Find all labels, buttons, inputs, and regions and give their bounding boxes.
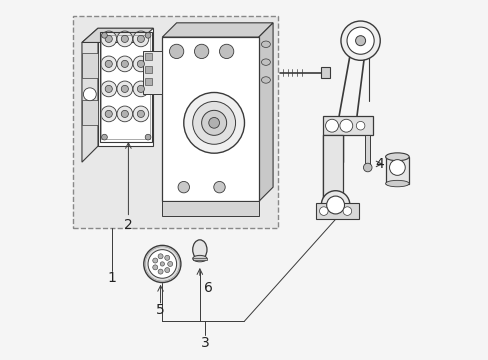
Circle shape bbox=[178, 181, 189, 193]
Circle shape bbox=[117, 31, 132, 47]
Circle shape bbox=[321, 191, 349, 219]
Ellipse shape bbox=[192, 240, 206, 260]
Bar bbox=[162, 37, 258, 202]
Circle shape bbox=[356, 121, 364, 130]
Circle shape bbox=[152, 265, 158, 270]
Circle shape bbox=[325, 119, 338, 132]
Circle shape bbox=[363, 163, 371, 172]
Bar bbox=[101, 35, 150, 139]
Bar bbox=[385, 157, 408, 184]
Circle shape bbox=[105, 60, 112, 67]
Text: 5: 5 bbox=[156, 303, 164, 318]
Bar bbox=[100, 32, 151, 143]
Polygon shape bbox=[82, 28, 153, 42]
Circle shape bbox=[137, 60, 144, 67]
Circle shape bbox=[164, 255, 169, 260]
Bar bbox=[82, 53, 98, 78]
Circle shape bbox=[346, 27, 373, 54]
Bar bbox=[162, 202, 258, 216]
Circle shape bbox=[105, 111, 112, 117]
Circle shape bbox=[102, 134, 107, 140]
Bar bbox=[315, 203, 358, 219]
Circle shape bbox=[101, 31, 116, 47]
Circle shape bbox=[219, 44, 233, 59]
Circle shape bbox=[326, 196, 344, 214]
Bar bbox=[323, 116, 372, 135]
Circle shape bbox=[121, 60, 128, 67]
Circle shape bbox=[133, 81, 148, 97]
Circle shape bbox=[164, 267, 169, 273]
Circle shape bbox=[319, 207, 327, 215]
Circle shape bbox=[121, 85, 128, 93]
Bar bbox=[145, 78, 152, 85]
Ellipse shape bbox=[261, 59, 270, 65]
Circle shape bbox=[83, 88, 96, 101]
Ellipse shape bbox=[192, 255, 206, 262]
Ellipse shape bbox=[385, 180, 408, 187]
Circle shape bbox=[343, 207, 351, 215]
Circle shape bbox=[208, 117, 219, 128]
Circle shape bbox=[133, 31, 148, 47]
Bar bbox=[321, 67, 329, 78]
Bar bbox=[73, 16, 278, 228]
Circle shape bbox=[105, 35, 112, 42]
Polygon shape bbox=[82, 28, 98, 162]
Bar bbox=[82, 100, 98, 125]
Circle shape bbox=[133, 106, 148, 122]
Circle shape bbox=[183, 93, 244, 153]
Circle shape bbox=[145, 32, 151, 38]
Circle shape bbox=[340, 21, 380, 60]
Polygon shape bbox=[98, 28, 153, 146]
Text: 2: 2 bbox=[124, 218, 133, 231]
Text: 4: 4 bbox=[374, 157, 383, 171]
Circle shape bbox=[194, 44, 208, 59]
Circle shape bbox=[101, 106, 116, 122]
Circle shape bbox=[105, 85, 112, 93]
Circle shape bbox=[158, 254, 163, 259]
Circle shape bbox=[192, 102, 235, 144]
Bar bbox=[192, 257, 206, 260]
Bar bbox=[142, 51, 162, 94]
Bar bbox=[365, 135, 369, 167]
Circle shape bbox=[169, 44, 183, 59]
Circle shape bbox=[158, 269, 163, 274]
Circle shape bbox=[339, 119, 352, 132]
Circle shape bbox=[117, 106, 132, 122]
Circle shape bbox=[213, 181, 225, 193]
Circle shape bbox=[101, 81, 116, 97]
Text: 6: 6 bbox=[204, 281, 213, 295]
Circle shape bbox=[355, 36, 365, 46]
Circle shape bbox=[145, 134, 151, 140]
Circle shape bbox=[201, 111, 226, 135]
Circle shape bbox=[121, 111, 128, 117]
Bar bbox=[323, 135, 342, 202]
Circle shape bbox=[137, 111, 144, 117]
Circle shape bbox=[117, 81, 132, 97]
Circle shape bbox=[143, 246, 181, 283]
Circle shape bbox=[137, 85, 144, 93]
Bar bbox=[145, 66, 152, 73]
Polygon shape bbox=[162, 23, 272, 37]
Circle shape bbox=[148, 249, 176, 278]
Ellipse shape bbox=[261, 77, 270, 83]
Bar bbox=[145, 53, 152, 60]
Ellipse shape bbox=[385, 153, 408, 161]
Text: 1: 1 bbox=[108, 271, 117, 285]
Circle shape bbox=[389, 159, 405, 175]
Circle shape bbox=[121, 35, 128, 42]
Circle shape bbox=[101, 56, 116, 72]
Circle shape bbox=[133, 56, 148, 72]
Circle shape bbox=[137, 35, 144, 42]
Circle shape bbox=[167, 261, 172, 266]
Polygon shape bbox=[258, 23, 272, 202]
Circle shape bbox=[160, 262, 164, 266]
Circle shape bbox=[102, 32, 107, 38]
Circle shape bbox=[117, 56, 132, 72]
Ellipse shape bbox=[261, 41, 270, 48]
Text: 3: 3 bbox=[201, 336, 209, 350]
Circle shape bbox=[152, 258, 158, 263]
